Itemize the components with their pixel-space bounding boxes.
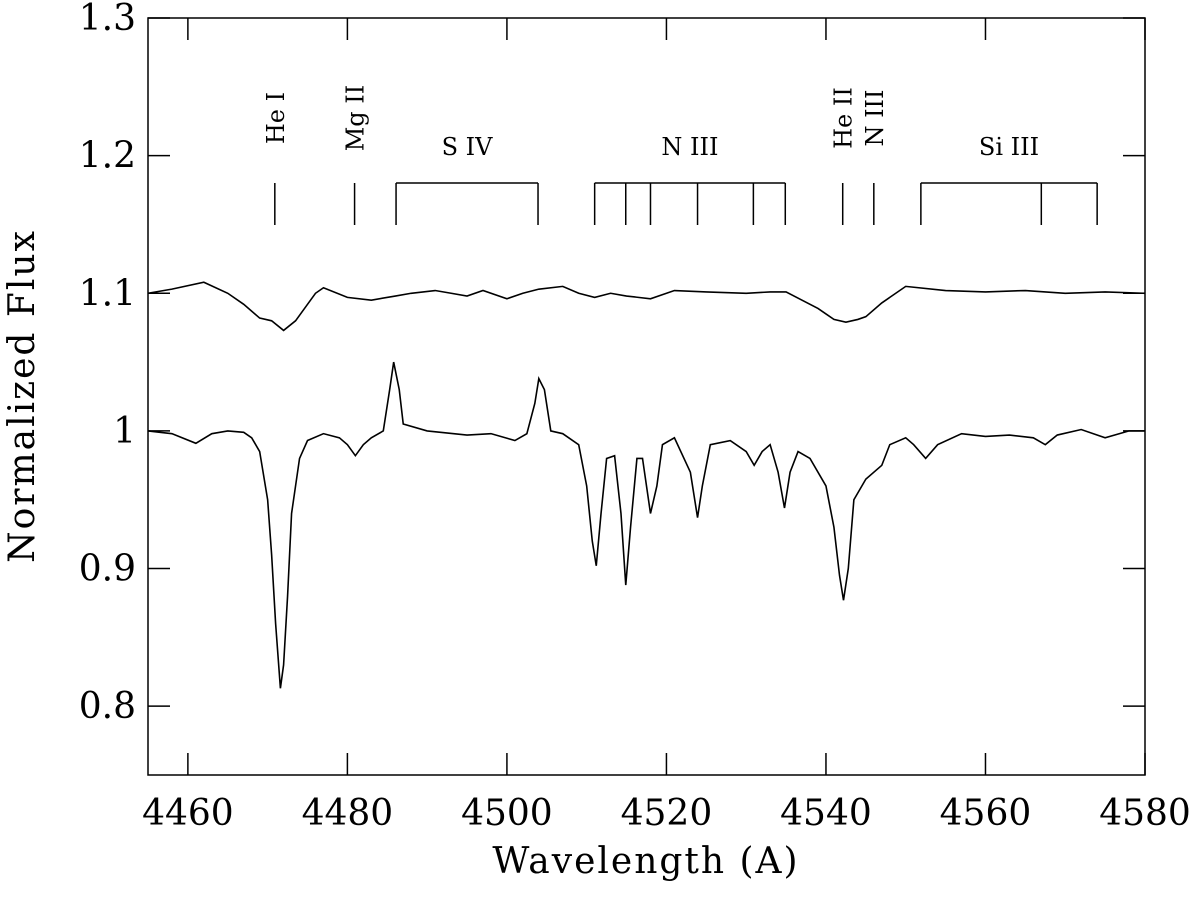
ion-label: Mg II bbox=[342, 85, 370, 152]
plot-frame bbox=[147, 17, 1146, 776]
x-axis-label: Wavelength (A) bbox=[492, 841, 799, 882]
ion-label: N III bbox=[861, 89, 889, 146]
y-tick-label: 1.2 bbox=[79, 136, 136, 177]
ion-label: Si III bbox=[979, 133, 1039, 161]
ion-label: N III bbox=[661, 133, 718, 161]
x-tick-label: 4520 bbox=[621, 793, 713, 834]
y-tick-label: 1.3 bbox=[79, 0, 136, 39]
y-tick-label: 0.8 bbox=[79, 686, 136, 727]
ion-label: He I bbox=[262, 92, 290, 144]
x-tick-label: 4560 bbox=[940, 793, 1032, 834]
x-tick-label: 4500 bbox=[461, 793, 553, 834]
spectrum-line bbox=[147, 361, 1145, 689]
x-tick-label: 4460 bbox=[142, 793, 234, 834]
y-tick-label: 1 bbox=[113, 411, 136, 452]
y-tick-label: 1.1 bbox=[79, 273, 136, 314]
x-tick-label: 4580 bbox=[1099, 793, 1191, 834]
y-axis-label: Normalized Flux bbox=[2, 229, 43, 563]
y-tick-label: 0.9 bbox=[79, 549, 136, 590]
ion-label: He II bbox=[830, 87, 858, 149]
x-tick-label: 4540 bbox=[780, 793, 872, 834]
x-tick-label: 4480 bbox=[302, 793, 394, 834]
spectrum-line bbox=[147, 281, 1146, 332]
ion-label: S IV bbox=[442, 133, 494, 161]
